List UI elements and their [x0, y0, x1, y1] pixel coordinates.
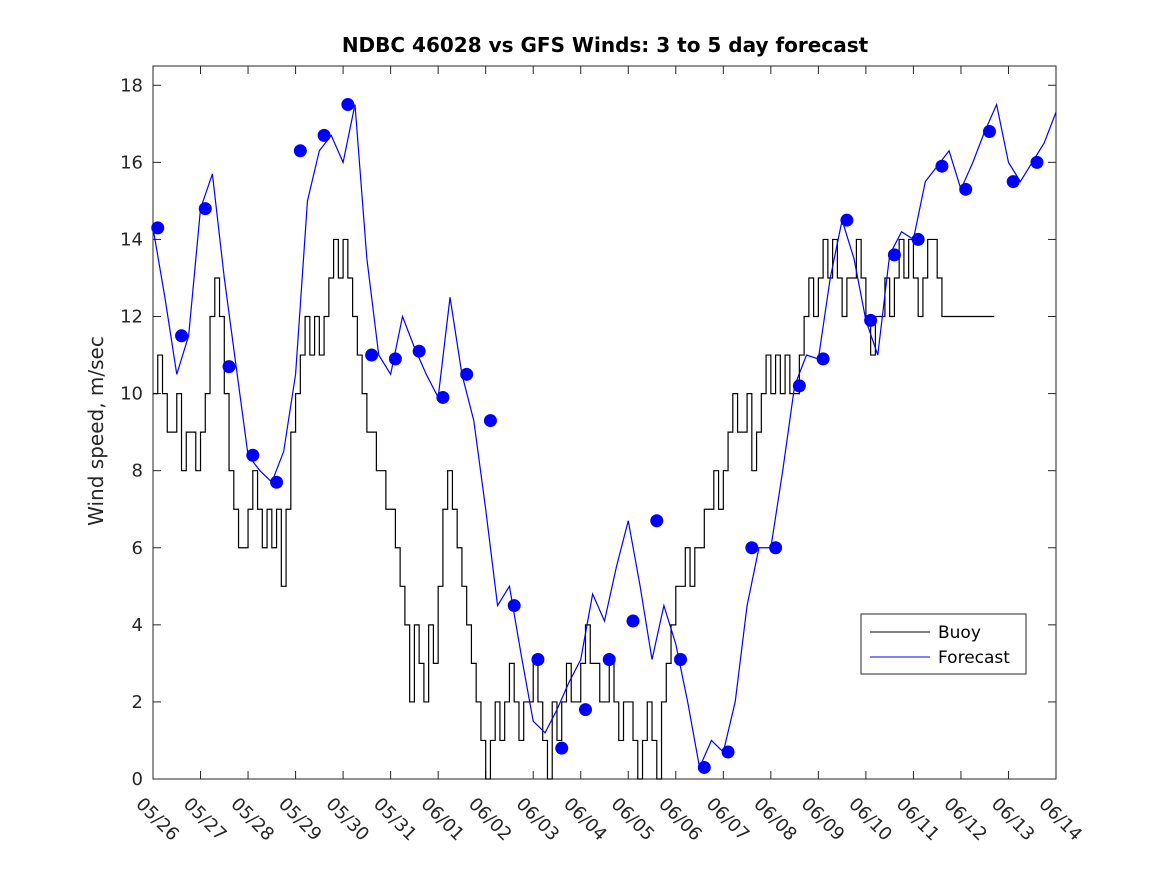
forecast-point — [982, 125, 996, 139]
x-tick-label: 06/10 — [844, 794, 896, 846]
forecast-point — [507, 599, 521, 613]
forecast-point — [697, 760, 711, 774]
forecast-point — [935, 159, 949, 173]
forecast-point — [198, 202, 212, 216]
forecast-point — [270, 475, 284, 489]
forecast-point — [388, 352, 402, 366]
forecast-point — [578, 703, 592, 717]
forecast-point — [175, 329, 189, 343]
x-tick-label: 05/26 — [131, 794, 183, 846]
y-tick-label: 14 — [120, 229, 143, 250]
x-tick-label: 06/04 — [559, 794, 611, 846]
x-tick-label: 05/30 — [322, 794, 374, 846]
forecast-point — [911, 232, 925, 246]
forecast-point — [816, 352, 830, 366]
legend-box — [860, 613, 1027, 675]
x-tick-label: 06/07 — [702, 794, 754, 846]
x-tick-label: 06/08 — [749, 794, 801, 846]
forecast-point — [555, 741, 569, 755]
x-tick-label: 06/02 — [464, 794, 516, 846]
forecast-point — [840, 213, 854, 227]
x-tick-label: 06/12 — [939, 794, 991, 846]
forecast-point — [246, 448, 260, 462]
x-tick-label: 06/11 — [892, 794, 944, 846]
forecast-point — [412, 344, 426, 358]
series-layer — [152, 102, 1057, 780]
forecast-point — [436, 390, 450, 404]
legend-forecast-label: Forecast — [938, 648, 1010, 668]
series-line-forecast — [152, 102, 1057, 770]
forecast-point — [745, 541, 759, 555]
marker-layer — [151, 98, 1044, 774]
x-tick-label: 05/31 — [369, 794, 421, 846]
legend-buoy-label: Buoy — [938, 623, 981, 643]
y-axis-label: Wind speed, m/sec — [84, 336, 108, 526]
y-tick-label: 6 — [132, 538, 143, 559]
forecast-point — [769, 541, 783, 555]
forecast-point — [626, 614, 640, 628]
x-tick-label: 06/05 — [607, 794, 659, 846]
chart-title: NDBC 46028 vs GFS Winds: 3 to 5 day fore… — [342, 33, 869, 57]
forecast-point — [864, 313, 878, 327]
forecast-point — [151, 221, 165, 235]
y-tick-label: 16 — [120, 152, 143, 173]
forecast-point — [365, 348, 379, 362]
y-ticks: 0 2 4 6 8 10 12 14 16 18 — [120, 75, 1056, 790]
forecast-point — [887, 248, 901, 262]
forecast-point — [341, 98, 355, 112]
y-tick-label: 8 — [132, 461, 143, 482]
forecast-point — [792, 379, 806, 393]
x-tick-label: 05/27 — [179, 794, 231, 846]
forecast-point — [674, 653, 688, 667]
forecast-point — [531, 653, 545, 667]
x-tick-label: 05/28 — [227, 794, 279, 846]
forecast-point — [293, 144, 307, 158]
forecast-point — [483, 414, 497, 428]
forecast-point — [1006, 175, 1020, 189]
forecast-point — [721, 745, 735, 759]
x-tick-label: 06/01 — [417, 794, 469, 846]
x-tick-label: 06/09 — [797, 794, 849, 846]
y-tick-label: 18 — [120, 75, 143, 96]
forecast-point — [1030, 155, 1044, 169]
x-tick-label: 06/03 — [512, 794, 564, 846]
x-tick-label: 06/06 — [654, 794, 706, 846]
x-tick-label: 06/13 — [987, 794, 1039, 846]
y-tick-label: 10 — [120, 384, 143, 405]
forecast-point — [317, 128, 331, 142]
forecast-point — [602, 653, 616, 667]
x-tick-label: 05/29 — [274, 794, 326, 846]
y-tick-label: 2 — [132, 692, 143, 713]
y-tick-label: 12 — [120, 307, 143, 328]
y-tick-label: 4 — [132, 615, 143, 636]
legend: Buoy Forecast — [860, 613, 1027, 675]
x-tick-label: 06/14 — [1034, 794, 1086, 846]
series-line-buoy — [153, 238, 995, 780]
forecast-point — [460, 367, 474, 381]
forecast-point — [959, 182, 973, 196]
y-tick-label: 0 — [132, 769, 143, 790]
forecast-point — [222, 360, 236, 374]
forecast-point — [650, 514, 664, 528]
